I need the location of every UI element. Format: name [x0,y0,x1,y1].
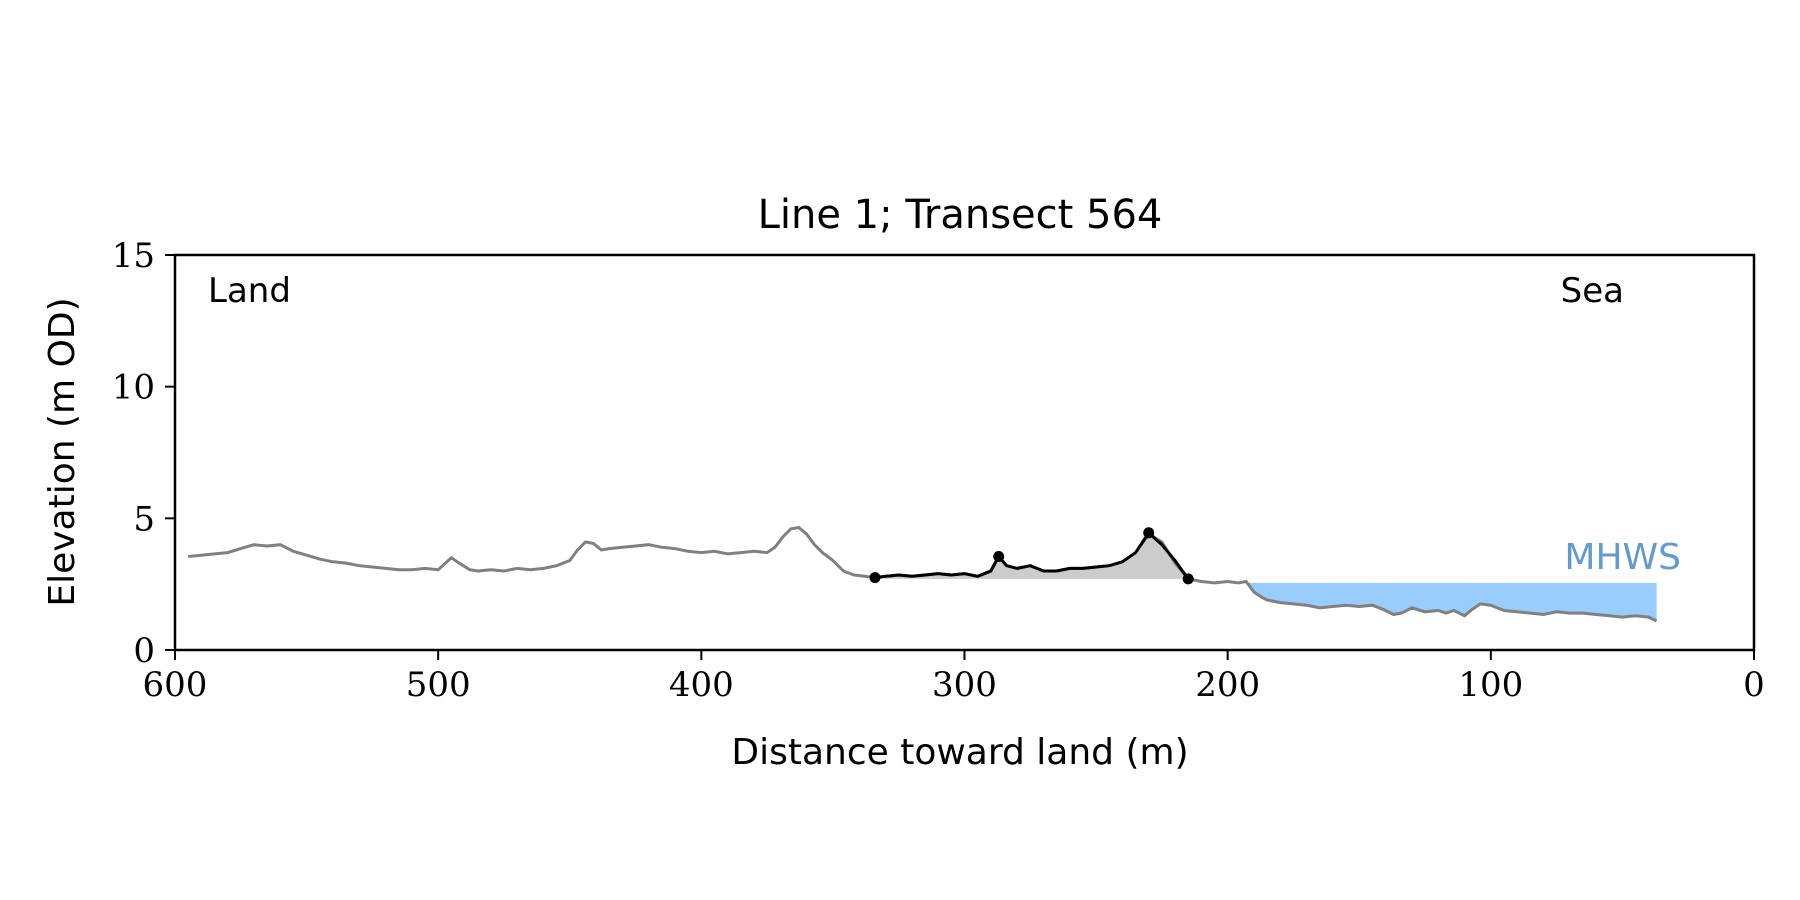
dune-marker-3 [1182,573,1194,585]
chart-title: Line 1; Transect 564 [758,192,1163,238]
dune-marker-2 [1143,527,1155,539]
dune-marker-1 [993,551,1005,562]
mhws-label: MHWS [1564,537,1681,578]
x-axis: 600 500 400 300 200 100 0 [143,650,1765,705]
x-tick-label-300: 300 [932,665,997,705]
x-tick-label-0: 0 [1743,665,1765,705]
land-label: Land [208,271,291,311]
y-axis: 0 5 10 15 [112,236,175,671]
sea-label: Sea [1561,271,1624,311]
dune-area [875,532,1189,579]
dune-marker-0 [869,572,881,584]
y-tick-label-0: 0 [133,631,155,671]
x-tick-label-400: 400 [669,665,734,705]
dune-markers [869,527,1194,585]
y-tick-label-10: 10 [112,368,155,408]
x-tick-label-500: 500 [406,665,471,705]
dune-line [874,530,1190,580]
x-tick-label-100: 100 [1458,665,1523,705]
y-tick-label-15: 15 [112,236,155,276]
x-tick-label-600: 600 [143,665,208,705]
x-tick-label-200: 200 [1195,665,1260,705]
y-axis-label: Elevation (m OD) [42,297,83,606]
x-axis-label: Distance toward land (m) [731,732,1188,773]
y-tick-label-5: 5 [133,499,155,539]
plot-area [188,525,1658,623]
